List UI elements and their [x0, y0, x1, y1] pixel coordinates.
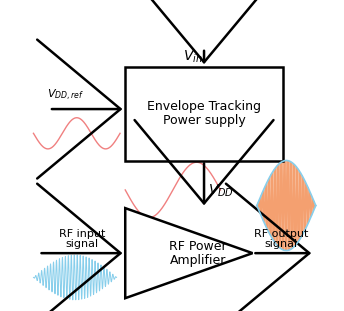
Text: $V_{DD}$: $V_{DD}$	[207, 183, 234, 199]
Text: Amplifier: Amplifier	[170, 253, 226, 267]
Text: signal: signal	[65, 239, 98, 249]
Text: RF Power: RF Power	[170, 240, 227, 253]
Text: signal: signal	[265, 239, 298, 249]
Text: $V_{DD,ref}$: $V_{DD,ref}$	[47, 88, 85, 103]
Text: RF input: RF input	[59, 229, 105, 239]
Polygon shape	[125, 208, 252, 298]
Text: Power supply: Power supply	[163, 114, 245, 127]
Text: $V_{in}$: $V_{in}$	[183, 49, 202, 65]
Text: RF output: RF output	[254, 229, 308, 239]
Text: Envelope Tracking: Envelope Tracking	[147, 100, 261, 113]
Bar	[125, 67, 283, 160]
